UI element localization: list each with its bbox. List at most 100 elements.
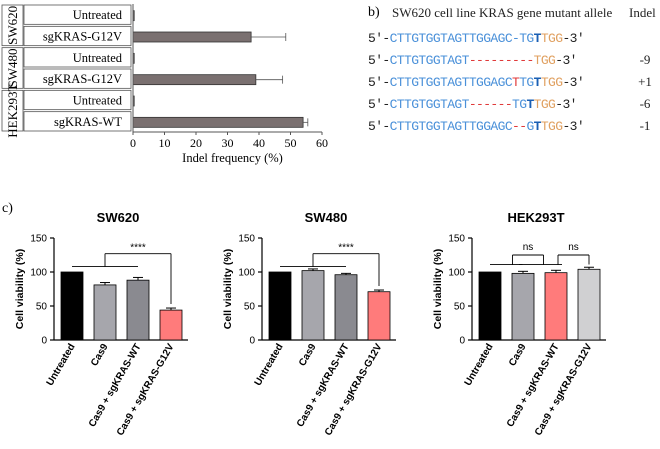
- y-tick-label: 0: [41, 336, 47, 347]
- x-tick-label: Untreated: [463, 342, 496, 388]
- sequence-segment: 5'-: [368, 119, 390, 134]
- y-tick-label: 0: [459, 336, 465, 347]
- viability-bar: [93, 284, 117, 341]
- sequence-row: 5'-CTTGTGGTAGTTGGAGC-TGTTGG-3': [368, 31, 584, 46]
- group-label-box: [1, 47, 24, 89]
- significance-label: ns: [568, 242, 579, 253]
- indel-value: -9: [640, 52, 651, 67]
- sequence-segment: CTTGTGGTAGTTGGAGC: [390, 119, 513, 134]
- sequence-segment: G: [526, 119, 533, 134]
- y-axis-title: Cell viability (%): [432, 249, 444, 330]
- viability-chart-sw620: SW620 0 50 100 150 Cell viability (%) Untreate…: [14, 210, 188, 438]
- x-tick-label: 20: [190, 136, 202, 150]
- sequence-segment: T: [534, 75, 542, 90]
- row-label: Untreated: [73, 94, 123, 108]
- viability-bar: [301, 270, 325, 341]
- panel-a-indel-chart: SW620 Untreated sgKRAS-G12V SW480 Untreated s…: [1, 4, 328, 165]
- sequence-segment: 5'-: [368, 53, 390, 68]
- sequence-row: 5'-CTTGTGGTAGTTGGAGCTTGTTGG-3': [368, 75, 584, 90]
- sequence-segment: TGG: [541, 75, 563, 90]
- sequence-segment: TGG: [534, 53, 556, 68]
- sequence-segment: ---------: [469, 53, 534, 68]
- indel-bar: [132, 116, 304, 128]
- sequence-segment: 5'-: [368, 75, 390, 90]
- group-label-box: [1, 4, 24, 47]
- sequence-segment: ------: [469, 97, 512, 112]
- panel-label-c: c): [2, 201, 13, 216]
- group-label: SW620: [5, 6, 20, 45]
- sequence-row: 5'-CTTGTGGTAGT------TGTTGG-3': [368, 97, 577, 112]
- x-tick-label: Cas9: [507, 342, 529, 369]
- sequence-segment: T: [534, 119, 542, 134]
- sequence-segment: -3': [555, 97, 577, 112]
- row-label: sgKRAS-G12V: [43, 30, 122, 44]
- indel-value: +1: [638, 74, 652, 89]
- y-tick-label: 100: [238, 268, 255, 279]
- viability-bar: [577, 268, 601, 341]
- sequence-segment: 5'-: [368, 31, 390, 46]
- row-label: Untreated: [73, 51, 123, 65]
- group-label: HEK293T: [5, 84, 20, 138]
- viability-chart-hek293t: HEK293T 0 50 100 150 Cell viability (%) Untrea…: [432, 210, 606, 438]
- row-label-box: [23, 111, 132, 132]
- indel-value: -1: [640, 118, 651, 133]
- sequence-segment: TGG: [541, 31, 563, 46]
- x-tick-label: Cas9: [297, 342, 319, 369]
- row-label: Untreated: [73, 8, 123, 22]
- sequence-segment: -3': [555, 53, 577, 68]
- sequence-row: 5'-CTTGTGGTAGT---------TGG-3': [368, 53, 577, 68]
- sequence-segment: TGG: [534, 97, 556, 112]
- y-tick-label: 150: [238, 234, 255, 245]
- sequence-segment: CTTGTGGTAGTTGGAGC: [390, 75, 513, 90]
- viability-bar: [511, 272, 535, 341]
- viability-bar: [544, 272, 568, 341]
- row-label-box: [23, 4, 132, 25]
- x-tick-label: 50: [285, 136, 297, 150]
- sequence-segment: 5'-: [368, 97, 390, 112]
- x-tick-label: 40: [253, 136, 265, 150]
- sequence-segment: CTTGTGGTAGT: [390, 53, 470, 68]
- x-tick-label: Cas9 + sgKRAS-G12V: [533, 342, 595, 438]
- sequence-segment: -3': [562, 75, 584, 90]
- sequence-segment: TGG: [541, 119, 563, 134]
- x-tick-label: Untreated: [253, 342, 286, 388]
- x-tick-label: 30: [222, 136, 234, 150]
- y-axis-title: Cell viability (%): [14, 249, 26, 330]
- viability-bar: [367, 291, 391, 341]
- viability-bar: [126, 279, 150, 341]
- sequence-title: SW620 cell line KRAS gene mutant allele: [392, 5, 612, 20]
- sequence-segment: -3': [562, 31, 584, 46]
- sequence-segment: CTTGTGGTAGT: [390, 97, 470, 112]
- viability-bar: [159, 309, 183, 341]
- sequence-segment: T: [534, 31, 542, 46]
- sequence-segment: TG: [519, 75, 533, 90]
- indel-bar: [132, 74, 257, 86]
- x-tick-label: Cas9 + sgKRAS-G12V: [323, 342, 385, 438]
- significance-label: ****: [338, 243, 354, 254]
- panel-b-sequence-alignment: SW620 cell line KRAS gene mutant allele …: [368, 5, 656, 134]
- y-tick-label: 50: [244, 302, 256, 313]
- panel-label-b: b): [368, 5, 380, 20]
- sequence-segment: CTTGTGGTAGTTGGAGC-TG: [390, 31, 534, 46]
- row-label-box: [23, 25, 132, 47]
- viability-chart-sw480: SW480 0 50 100 150 Cell viability (%) Untreate…: [222, 210, 396, 438]
- x-tick-label: Cas9 + sgKRAS-G12V: [115, 342, 177, 438]
- indel-header: Indel: [629, 5, 656, 20]
- sequence-row: 5'-CTTGTGGTAGTTGGAGC--GTTGG-3': [368, 119, 584, 134]
- indel-bar: [132, 31, 252, 43]
- x-tick-label: 0: [130, 136, 136, 150]
- group-label-box: [1, 89, 24, 132]
- indel-value: -6: [640, 96, 651, 111]
- viability-bar: [60, 271, 84, 341]
- sequence-segment: T: [526, 97, 534, 112]
- sequence-segment: T: [512, 75, 520, 90]
- y-axis-title: Cell viability (%): [222, 249, 234, 330]
- sequence-segment: -3': [562, 119, 584, 134]
- x-tick-label: Untreated: [45, 342, 78, 388]
- x-tick-label: 60: [316, 136, 328, 150]
- significance-label: ****: [130, 243, 146, 254]
- row-label-box: [23, 47, 132, 68]
- sequence-segment: TG: [512, 97, 526, 112]
- panel-c-viability-charts: SW620 0 50 100 150 Cell viability (%) Untreate…: [14, 210, 606, 438]
